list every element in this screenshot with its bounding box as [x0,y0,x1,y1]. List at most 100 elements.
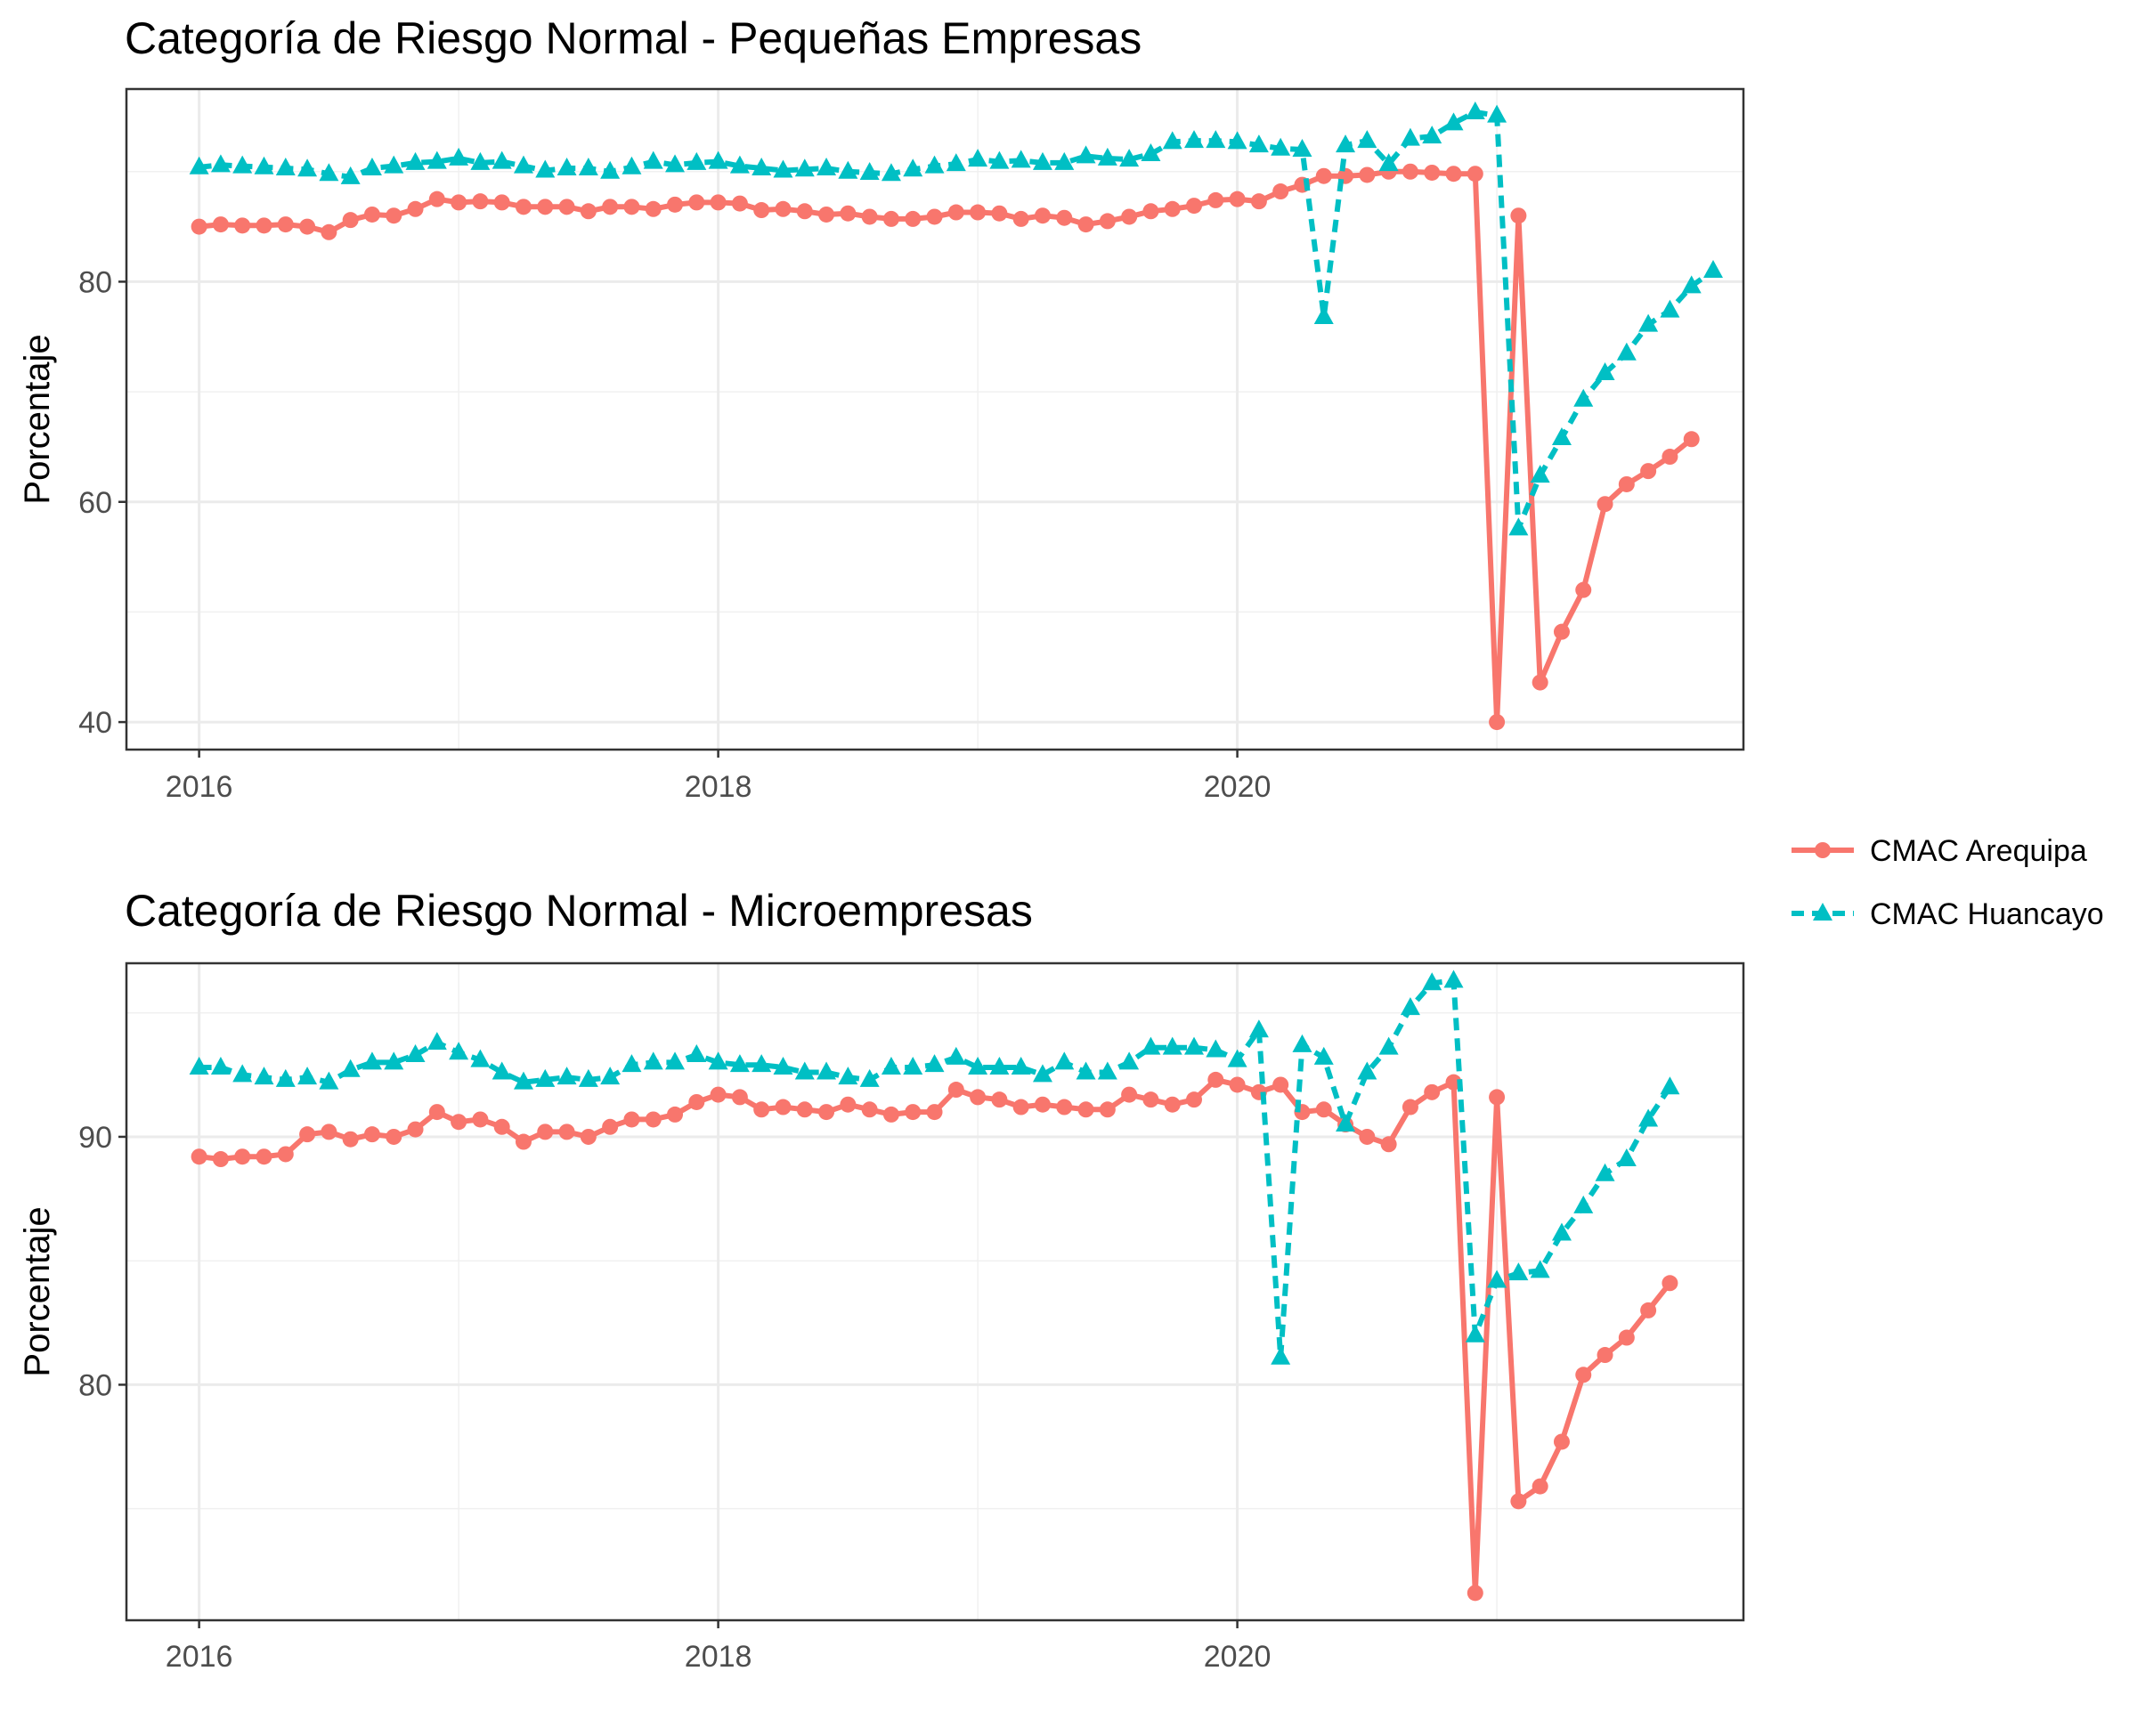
data-point [1662,449,1678,466]
data-point [729,155,750,174]
legend-label: CMAC Huancayo [1870,897,2104,931]
data-point [362,1051,382,1070]
data-point [1422,126,1442,144]
data-point [1032,1064,1052,1083]
x-tick-label: 2016 [166,1640,233,1674]
data-point [1640,1302,1657,1318]
data-point [817,1061,837,1080]
data-point [729,1054,750,1073]
data-point [1530,465,1550,483]
data-point [859,161,880,180]
data-point [297,1067,318,1085]
data-point [1184,130,1205,149]
data-point [384,1051,404,1070]
data-point [1683,431,1700,448]
data-point [1553,1433,1570,1450]
data-point [537,199,554,215]
data-point [386,207,402,224]
data-point [665,1051,686,1070]
data-point [515,199,532,215]
data-point [1422,972,1442,991]
data-point [191,218,207,235]
data-point [386,1128,402,1145]
data-point [513,1071,533,1090]
data-point [1551,427,1572,446]
data-point [1551,1222,1572,1241]
data-point [1467,166,1483,183]
data-point [1573,1195,1594,1213]
data-point [1378,153,1399,172]
data-point [405,1044,426,1063]
data-point [1012,210,1029,227]
data-point [1638,1108,1659,1127]
data-point [254,156,274,174]
data-point [1229,191,1246,207]
data-point [492,150,512,169]
data-point [881,163,901,182]
data-point [1662,1275,1678,1292]
data-point [1271,1346,1291,1365]
y-axis-label: Porcentaje [18,1206,57,1376]
data-point [1032,151,1052,170]
data-point [924,1054,945,1073]
data-point [1357,130,1377,149]
data-point [1489,714,1506,731]
data-point [840,1096,857,1113]
data-point [428,191,445,207]
data-point [1272,183,1289,200]
data-point [297,158,318,177]
data-point [1660,299,1680,318]
data-point [817,158,837,176]
data-point [340,1059,361,1077]
data-point [645,1111,662,1128]
legend: CMAC Arequipa CMAC Huancayo [1792,834,2104,931]
data-point [752,1054,772,1073]
data-point [1681,275,1702,294]
data-point [189,1056,209,1075]
data-point [1336,1114,1356,1132]
data-point [905,1104,922,1121]
data-point [643,1051,663,1070]
data-point [580,1128,597,1145]
data-point [1400,997,1420,1016]
data-point [1618,1329,1635,1346]
data-point [924,155,945,174]
data-point [708,1051,728,1070]
data-point [753,202,770,219]
data-point [1077,1101,1094,1118]
data-point [970,1089,987,1106]
data-point [818,1104,835,1121]
data-point [710,194,727,211]
data-point [1424,164,1441,181]
data-point [342,1131,359,1148]
data-point [1402,163,1418,180]
data-point [407,1121,424,1138]
data-point [752,158,772,176]
data-point [1402,1099,1418,1115]
data-point [946,1046,966,1065]
data-point [1443,112,1464,131]
data-point [602,199,619,215]
data-point [1164,200,1181,217]
data-point [319,1071,339,1090]
data-point [861,208,878,225]
data-point [1227,1049,1247,1067]
data-point [688,194,705,211]
data-point [840,205,857,222]
data-point [926,208,943,225]
data-point [513,155,533,174]
data-point [321,1124,337,1140]
data-point [189,156,209,174]
data-point [407,200,424,217]
data-point [968,1056,988,1075]
data-point [989,150,1010,169]
data-point [643,150,663,169]
data-point [384,155,404,174]
data-point [1660,1076,1680,1095]
data-point [731,195,748,212]
data-point [1597,1347,1613,1364]
data-point [926,1104,943,1121]
data-point [1099,213,1116,230]
data-point [1142,203,1159,220]
data-point [254,1067,274,1085]
